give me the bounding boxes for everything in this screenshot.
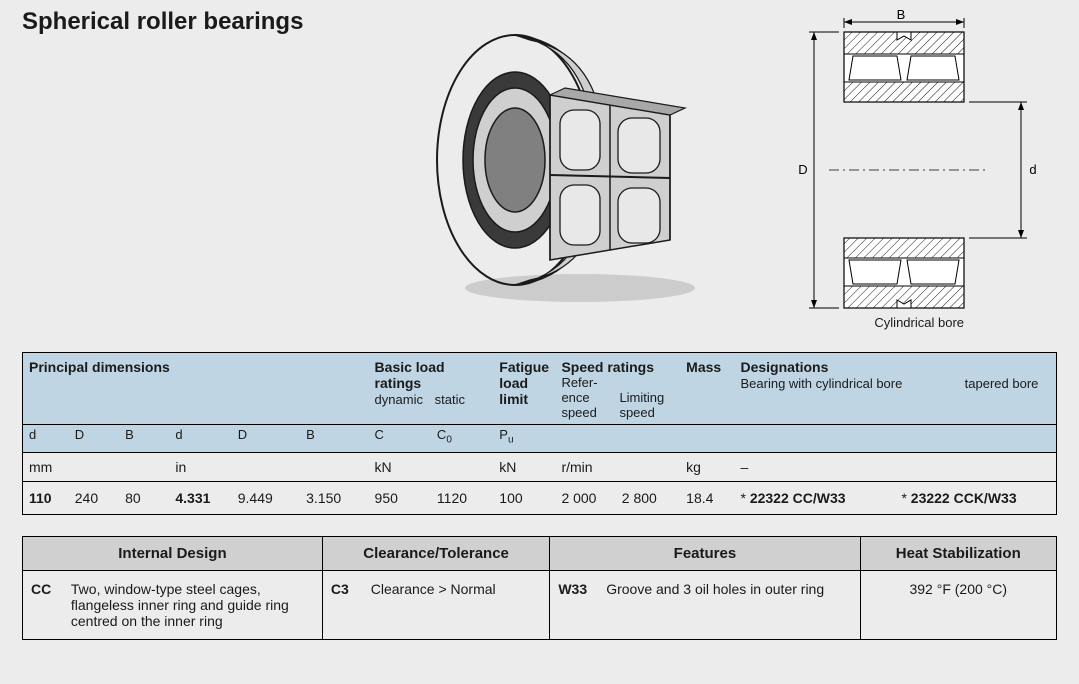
cell-features: W33 Groove and 3 oil holes in outer ring (550, 571, 860, 640)
val-C0: 1120 (431, 481, 493, 514)
unit-in: in (169, 452, 368, 481)
hdr-speed: Speed ratings (561, 359, 654, 375)
col-Pu: Pu (493, 425, 555, 453)
hdr-desig: Designations (740, 359, 828, 375)
table-row: 110 240 80 4.331 9.449 3.150 950 1120 10… (23, 481, 1057, 514)
col-D-in: D (232, 425, 300, 453)
val-d-mm: 110 (23, 481, 69, 514)
val-mass: 18.4 (680, 481, 734, 514)
hdr-lim-speed: Limiting speed (619, 390, 673, 420)
hdr-basic-load: Basic load ratings (375, 359, 445, 391)
cell-heat: 392 °F (200 °C) (860, 571, 1056, 640)
bearing-illustration (420, 30, 720, 310)
val-D-in: 9.449 (232, 481, 300, 514)
val-desig-cyl: * 22322 CC/W33 (734, 481, 895, 514)
col-d-mm: d (23, 425, 69, 453)
hdr-ref-speed: Refer-ence speed (561, 375, 615, 420)
unit-kg: kg (680, 452, 734, 481)
unit-kN: kN (369, 452, 494, 481)
val-B-in: 3.150 (300, 481, 368, 514)
col-D-mm: D (69, 425, 119, 453)
unit-rmin: r/min (555, 452, 680, 481)
cell-clearance: C3 Clearance > Normal (322, 571, 549, 640)
dim-B-label: B (897, 10, 906, 22)
col-B-mm: B (119, 425, 169, 453)
hdr-principal: Principal dimensions (23, 353, 369, 425)
dim-d-label: d (1029, 162, 1036, 177)
col-d-in: d (169, 425, 231, 453)
dim-D-label: D (798, 162, 807, 177)
val-C: 950 (369, 481, 431, 514)
val-d-in: 4.331 (169, 481, 231, 514)
table-row: CC Two, window-type steel cages, flangel… (23, 571, 1057, 640)
val-lim-speed: 2 800 (616, 481, 680, 514)
tech-drawing-caption: Cylindrical bore (874, 315, 964, 330)
val-D-mm: 240 (69, 481, 119, 514)
col-C: C (369, 425, 431, 453)
unit-mm: mm (23, 452, 170, 481)
features-table: Internal Design Clearance/Tolerance Feat… (22, 536, 1057, 640)
val-Pu: 100 (493, 481, 555, 514)
col-B-in: B (300, 425, 368, 453)
val-desig-tap: * 23222 CCK/W33 (895, 481, 1056, 514)
feat-hdr-internal: Internal Design (23, 537, 323, 571)
col-C0: C0 (431, 425, 493, 453)
hdr-mass: Mass (680, 353, 734, 425)
unit-dash: – (734, 452, 1056, 481)
hdr-dynamic: dynamic (375, 392, 423, 407)
hdr-desig-cyl: Bearing with cylindrical bore (740, 376, 910, 391)
hdr-desig-tap: tapered bore (915, 376, 1039, 391)
hdr-static: static (435, 392, 465, 407)
feat-hdr-features: Features (550, 537, 860, 571)
technical-drawing: B D d (789, 10, 1059, 330)
cell-internal: CC Two, window-type steel cages, flangel… (23, 571, 323, 640)
page-title: Spherical roller bearings (22, 8, 303, 36)
unit-kN2: kN (493, 452, 555, 481)
feat-hdr-clearance: Clearance/Tolerance (322, 537, 549, 571)
val-ref-speed: 2 000 (555, 481, 615, 514)
spec-table: Principal dimensions Basic load ratings … (22, 352, 1057, 515)
val-B-mm: 80 (119, 481, 169, 514)
units-row: mm in kN kN r/min kg – (23, 452, 1057, 481)
feat-hdr-heat: Heat Stabilization (860, 537, 1056, 571)
hdr-fatigue: Fatigue load limit (493, 353, 555, 425)
